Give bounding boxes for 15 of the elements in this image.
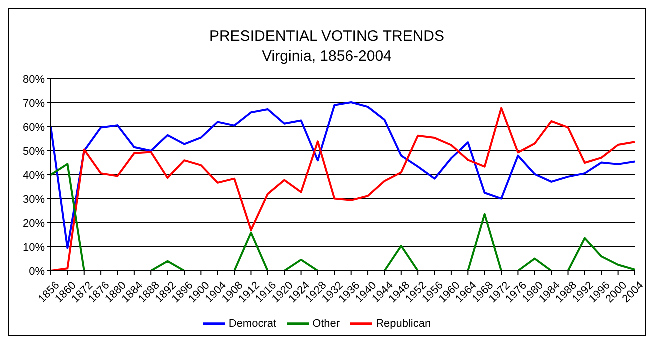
y-tick-label: 20% (22, 218, 46, 230)
y-tick-label: 50% (22, 146, 46, 158)
y-tick-label: 70% (22, 98, 46, 110)
legend-label: Democrat (228, 318, 277, 330)
line-series (50, 102, 636, 250)
legend-label: Other (312, 318, 340, 330)
y-tick-label: 30% (22, 194, 46, 206)
legend-label: Republican (376, 318, 432, 330)
y-tick-label: 80% (22, 74, 46, 86)
y-tick-label: 10% (22, 242, 46, 254)
y-tick-label: 60% (22, 122, 46, 134)
y-tick-label: 40% (22, 170, 46, 182)
chart-subtitle: Virginia, 1856-2004 (261, 47, 393, 67)
chart-title: PRESIDENTIAL VOTING TRENDS (208, 27, 446, 47)
y-tick-label: 0% (29, 266, 46, 278)
